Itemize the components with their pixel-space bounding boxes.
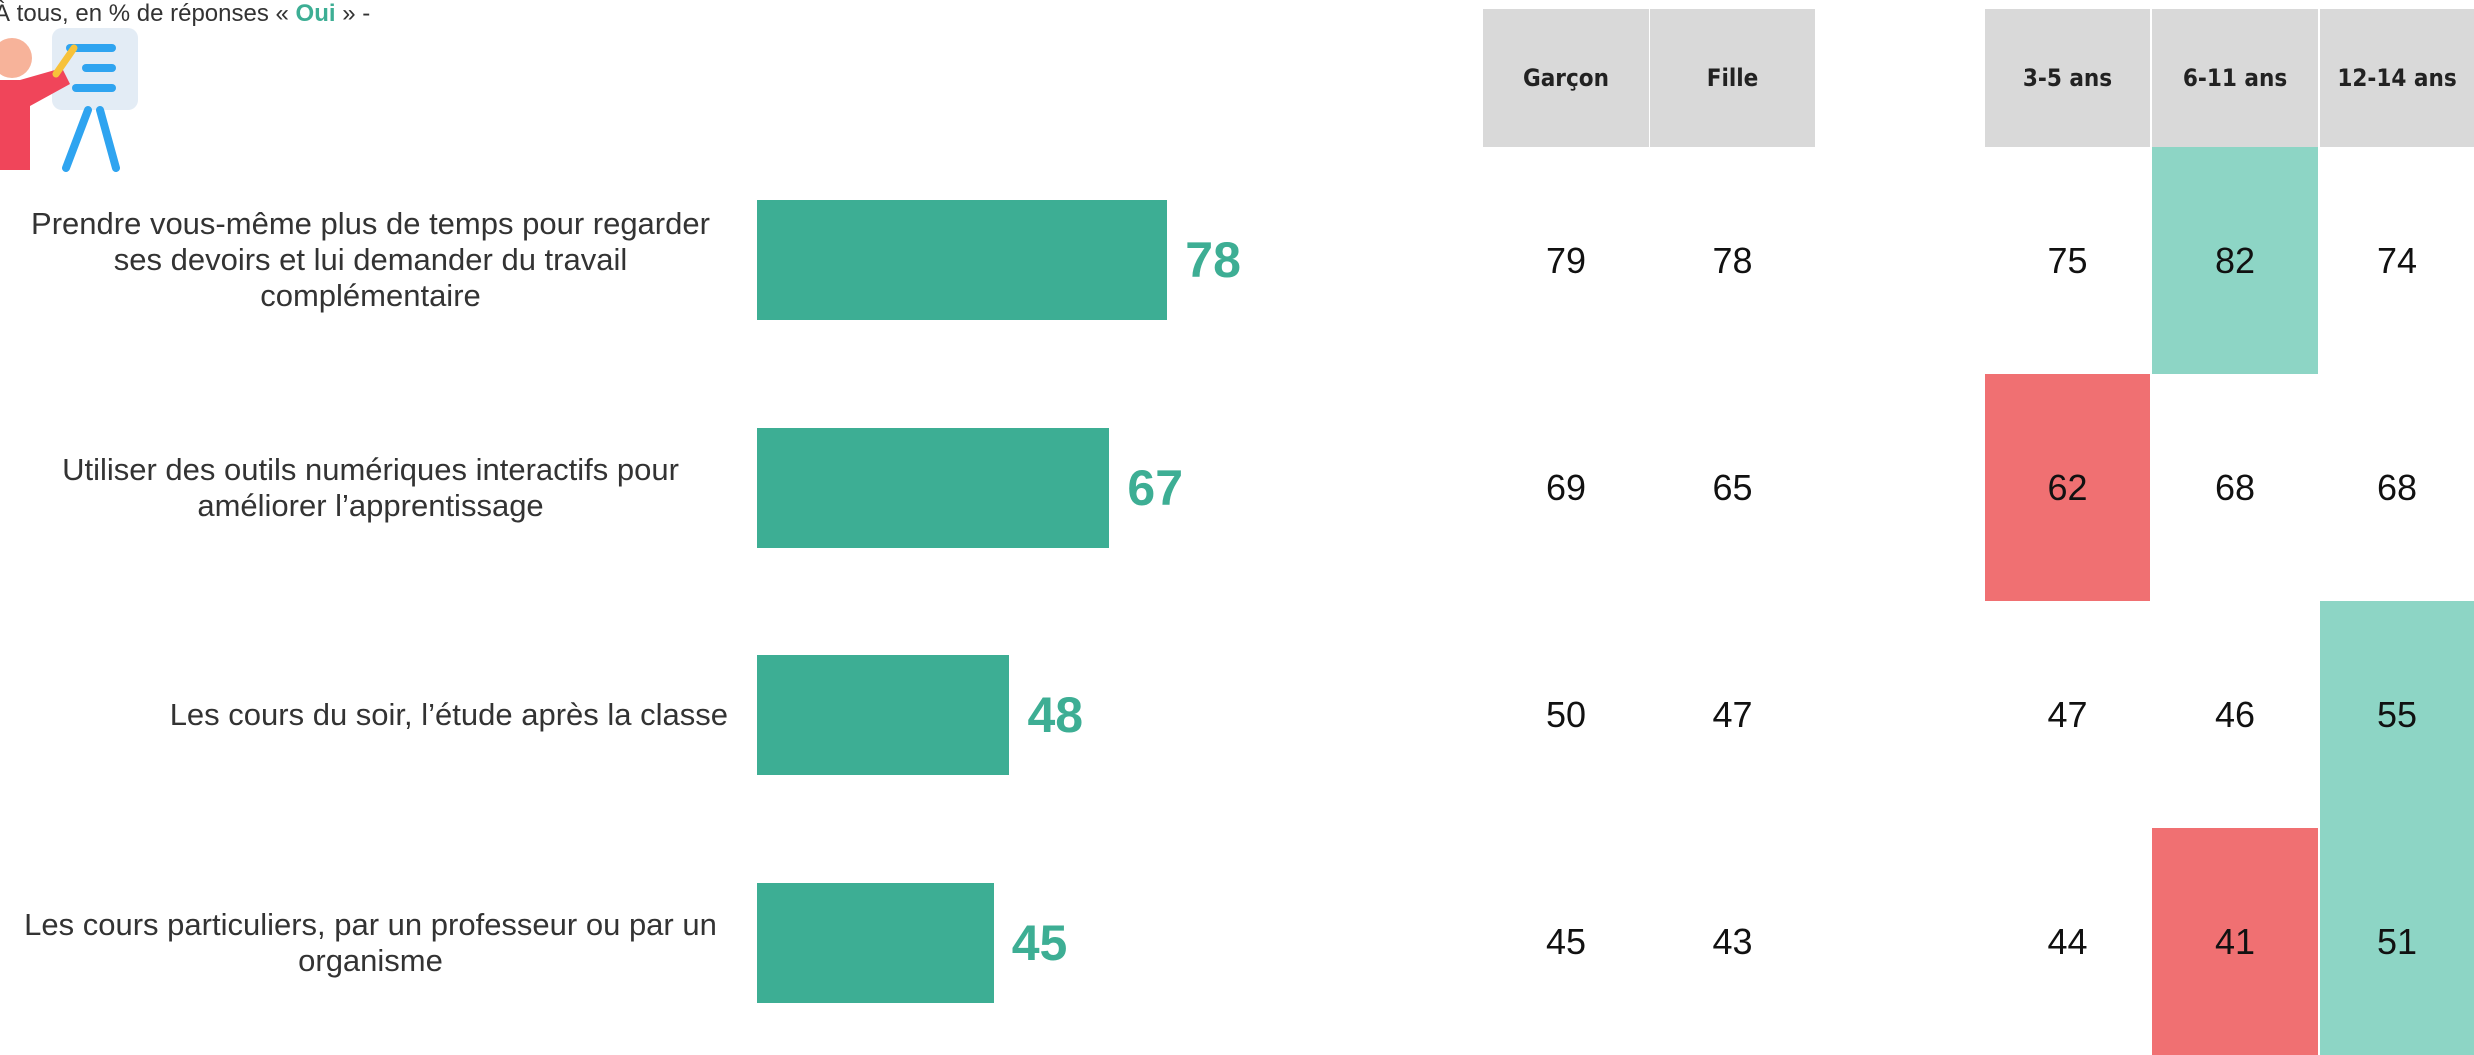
column-header: 6-11 ans <box>2152 9 2318 147</box>
subtitle: À tous, en % de réponses « Oui » - <box>0 0 370 28</box>
value-label: 67 <box>1127 459 1184 516</box>
table-cell: 44 <box>2047 920 2088 962</box>
value-label: 45 <box>1011 914 1068 971</box>
table-cell: 69 <box>1545 466 1587 508</box>
category-label: Les cours du soir, l’étude après la clas… <box>169 697 728 732</box>
subtitle-text: » - <box>335 0 371 27</box>
subtitle-text: À tous, en % de réponses « <box>0 0 296 27</box>
bar <box>757 427 1110 548</box>
table-cell: 62 <box>1985 374 2150 601</box>
category-label: Les cours particuliers, par un professeu… <box>24 906 717 978</box>
bar <box>757 882 994 1003</box>
table-cell: 68 <box>2376 466 2418 508</box>
table-cell: 68 <box>2214 466 2256 508</box>
category-label-row: Les cours particuliers, par un professeu… <box>8 907 728 979</box>
table-cell: 47 <box>1712 693 1753 735</box>
column-header: Garçon <box>1483 9 1649 147</box>
bar <box>757 200 1168 320</box>
column-header: 3-5 ans <box>1985 9 2150 147</box>
value-label: 78 <box>1185 232 1241 288</box>
table-cell: 50 <box>1545 693 1587 735</box>
table-cell: 78 <box>1712 239 1753 281</box>
table-cell: 65 <box>1712 466 1753 508</box>
table-cell: 75 <box>2047 239 2088 281</box>
column-header: Fille <box>1650 9 1815 147</box>
category-label-row: Utiliser des outils numériques interacti… <box>8 452 728 524</box>
table-cell: 51 <box>2320 828 2474 1055</box>
category-label-row: Les cours du soir, l’étude après la clas… <box>8 697 728 733</box>
presenter-icon <box>0 28 138 172</box>
category-label-row: Prendre vous-même plus de temps pour reg… <box>8 206 728 314</box>
table-cell: 43 <box>1712 920 1753 962</box>
column-header: 12-14 ans <box>2320 9 2474 147</box>
table-cell: 45 <box>1545 920 1587 962</box>
category-label: Utiliser des outils numériques interacti… <box>62 451 679 523</box>
table-cell: 74 <box>2376 239 2418 281</box>
table-cell: 41 <box>2152 828 2318 1055</box>
bar <box>757 655 1010 775</box>
table-cell: 79 <box>1545 239 1587 281</box>
table-cell: 55 <box>2320 601 2474 828</box>
subtitle-highlight: Oui <box>295 0 336 27</box>
value-label: 48 <box>1027 687 1084 743</box>
table-cell: 82 <box>2152 147 2318 374</box>
table-cell: 47 <box>2047 693 2088 735</box>
category-label: Prendre vous-même plus de temps pour reg… <box>31 206 710 313</box>
table-cell: 46 <box>2214 693 2256 735</box>
